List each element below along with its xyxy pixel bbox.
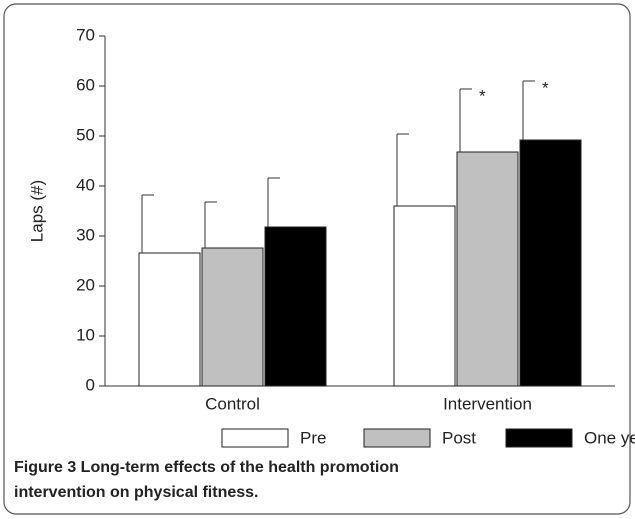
y-tick-label: 70 (76, 25, 95, 44)
legend-label: One year (584, 428, 635, 447)
x-tick-label: Control (205, 394, 260, 413)
legend-label: Pre (300, 428, 326, 447)
y-tick-label: 40 (76, 175, 95, 194)
annotation: * (542, 78, 549, 97)
y-tick-label: 60 (76, 75, 95, 94)
caption-line: Figure 3 Long-term effects of the health… (14, 459, 399, 476)
frame (3, 3, 631, 515)
y-tick-label: 10 (76, 325, 95, 344)
y-tick-label: 20 (76, 275, 95, 294)
bar (456, 151, 519, 387)
bar (393, 205, 456, 387)
bar (264, 226, 327, 387)
y-tick-label: 50 (76, 125, 95, 144)
x-tick-label: Intervention (443, 394, 532, 413)
legend-swatch (221, 428, 289, 448)
y-axis-label: Laps (#) (27, 180, 46, 242)
y-tick-label: 0 (86, 375, 95, 394)
bar (201, 247, 264, 387)
annotation: * (479, 86, 486, 105)
legend-swatch (363, 428, 431, 448)
legend-swatch (505, 428, 573, 448)
legend-label: Post (442, 428, 476, 447)
bar (519, 139, 582, 387)
caption-line: intervention on physical fitness. (14, 484, 259, 501)
y-tick-label: 30 (76, 225, 95, 244)
bar (138, 252, 201, 387)
